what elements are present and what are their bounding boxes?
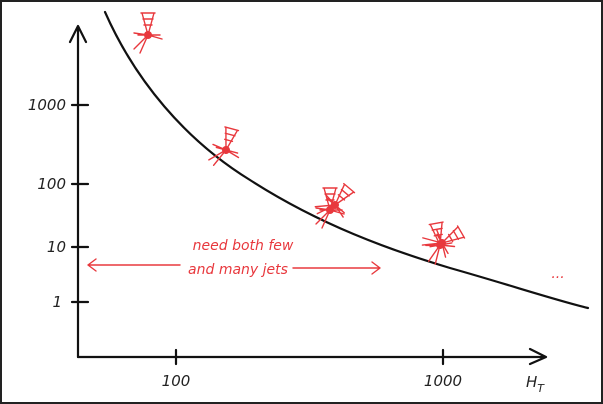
jet-icon bbox=[419, 220, 468, 264]
x-axis-label: HT bbox=[526, 373, 545, 395]
threshold-curve bbox=[105, 12, 588, 308]
x-tick-label: 100 bbox=[162, 372, 191, 390]
y-axis bbox=[70, 26, 86, 357]
frame bbox=[1, 1, 602, 403]
ellipsis: ... bbox=[551, 266, 564, 282]
page: 1000 100 10 1 100 1000 HT need both few … bbox=[0, 0, 603, 404]
x-tick-label: 1000 bbox=[424, 372, 462, 390]
sketch: 1000 100 10 1 100 1000 HT need both few … bbox=[0, 0, 603, 404]
annotation-line: need both few bbox=[193, 238, 294, 254]
x-axis bbox=[78, 349, 546, 364]
x-axis-label-main: H bbox=[526, 373, 537, 391]
y-tick-label: 1000 bbox=[28, 96, 66, 114]
annotation-line: and many jets bbox=[188, 262, 288, 278]
y-tick-label: 1 bbox=[52, 293, 62, 311]
jet-icon bbox=[134, 13, 162, 53]
y-tick-label: 100 bbox=[37, 175, 66, 193]
x-axis-label-sub: T bbox=[537, 382, 545, 395]
arrow-left bbox=[88, 259, 180, 271]
y-ticks bbox=[72, 105, 88, 302]
arrow-right bbox=[293, 262, 380, 274]
y-tick-label: 10 bbox=[47, 238, 66, 256]
